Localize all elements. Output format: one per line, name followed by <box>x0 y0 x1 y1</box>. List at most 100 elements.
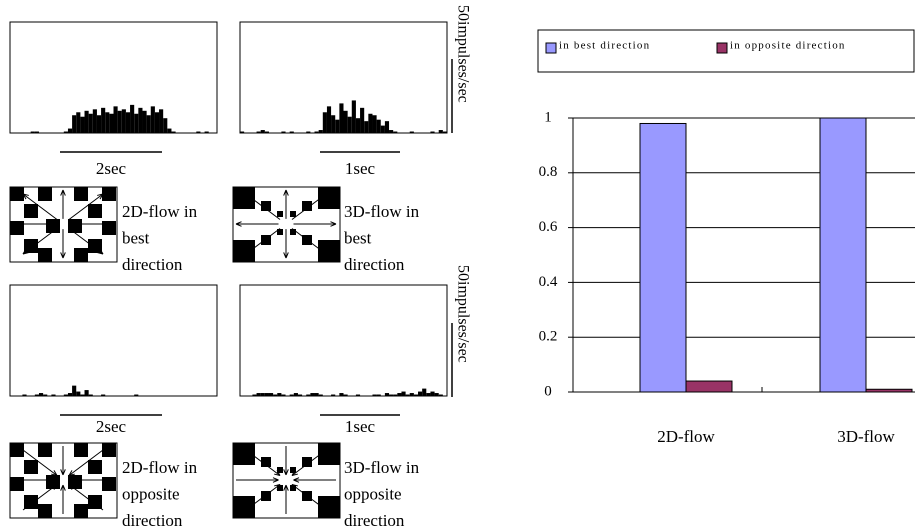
icon-square <box>102 187 116 201</box>
icon-square <box>318 187 340 209</box>
histogram-bar <box>281 131 286 133</box>
icon-arrow <box>22 228 58 255</box>
histogram-bar <box>339 393 344 396</box>
icon-arrowhead <box>70 477 77 483</box>
stimulus-icon <box>9 442 118 519</box>
icon-square <box>68 219 82 233</box>
icon-arrowhead <box>274 484 281 490</box>
histogram-bar <box>389 130 394 133</box>
legend-swatch <box>716 42 728 54</box>
icon-square <box>277 467 283 473</box>
histogram-bar <box>426 393 431 396</box>
icon-square <box>74 443 88 457</box>
histogram-bar <box>138 107 143 133</box>
stimulus-label: best <box>122 228 150 247</box>
icon-square <box>10 221 24 235</box>
icon-arrow <box>245 449 281 476</box>
histogram-bar <box>134 113 139 133</box>
icon-arrowhead <box>97 248 104 255</box>
histogram-bar <box>409 393 414 396</box>
icon-square <box>277 485 283 491</box>
x-tick-label: 2D-flow <box>657 427 715 446</box>
histogram-bar <box>252 394 257 396</box>
histogram-bar <box>326 106 332 133</box>
icon-arrowhead <box>60 189 66 196</box>
y-tick-label: 0.2 <box>539 329 558 345</box>
histogram-bar <box>297 394 303 396</box>
histogram-bar <box>67 128 73 133</box>
histogram-bar <box>322 112 327 133</box>
histogram-bar <box>376 394 381 396</box>
icon-arrow <box>68 484 104 511</box>
icon-arrowhead <box>235 221 242 227</box>
histogram-bar <box>80 116 85 133</box>
histogram-bar <box>163 118 168 133</box>
histogram-bar <box>88 394 93 396</box>
icon-square <box>10 187 24 201</box>
histogram-bar <box>72 115 77 133</box>
stimulus-label: 3D-flow in <box>344 202 420 221</box>
stimulus-label: direction <box>122 511 183 529</box>
icon-arrowhead <box>22 248 29 255</box>
stimulus-label: direction <box>344 511 405 529</box>
histogram-bar <box>376 119 381 133</box>
histogram-bar <box>117 110 122 133</box>
icon-arrow <box>291 484 327 511</box>
icon-square <box>88 460 102 474</box>
histogram-bar <box>343 110 348 133</box>
icon-square <box>38 504 52 518</box>
histogram-bar <box>256 393 261 396</box>
histogram-bar <box>306 394 311 396</box>
histogram-bar <box>306 131 311 133</box>
icon-arrowhead <box>107 221 114 227</box>
icon-square <box>102 443 116 457</box>
histogram-bar <box>360 107 365 133</box>
icon-square <box>233 443 255 465</box>
histogram-bar <box>196 131 201 133</box>
histogram-bar <box>293 393 298 396</box>
icon-square <box>38 443 52 457</box>
histogram-bar <box>273 394 278 396</box>
histogram-bar <box>30 131 35 133</box>
histogram-bar <box>430 131 435 133</box>
histogram-bar <box>84 390 89 396</box>
histogram-bar <box>397 393 402 396</box>
histogram-bar <box>146 115 151 133</box>
icon-arrow <box>22 484 58 511</box>
histogram-bar <box>121 109 126 133</box>
histogram-bar <box>51 394 56 396</box>
histogram-bar <box>314 393 319 396</box>
y-tick-label: 0.8 <box>539 164 558 180</box>
histogram-bar <box>434 393 439 396</box>
histogram-bar <box>101 394 106 396</box>
histogram-bar <box>368 113 373 133</box>
icon-arrow <box>291 449 327 476</box>
icon-arrow <box>68 449 104 476</box>
histogram-bar <box>372 394 377 396</box>
histogram-bar <box>84 110 89 133</box>
histogram-bar <box>154 112 160 133</box>
histogram-bar <box>339 103 344 133</box>
histogram-bar <box>22 394 27 396</box>
icon-square <box>302 457 312 467</box>
histogram-bar <box>413 394 419 396</box>
histogram-bar <box>347 116 352 133</box>
histogram-bar <box>384 393 390 396</box>
icon-arrowhead <box>12 221 19 227</box>
histogram-bar <box>364 121 369 133</box>
icon-square <box>88 204 102 218</box>
time-label: 1sec <box>345 159 376 178</box>
histogram-bar <box>289 394 294 396</box>
icon-square <box>10 477 24 491</box>
icon-square <box>277 229 283 235</box>
histogram-bar <box>67 393 73 396</box>
icon-square <box>24 460 38 474</box>
histogram-bar <box>380 125 385 133</box>
histogram-bar <box>204 131 209 133</box>
icon-arrow <box>291 228 327 255</box>
histogram-bar <box>401 391 406 396</box>
bar <box>865 388 913 393</box>
histogram-bar <box>142 110 147 133</box>
histogram-bar <box>101 107 106 133</box>
histogram-bar <box>134 394 139 396</box>
